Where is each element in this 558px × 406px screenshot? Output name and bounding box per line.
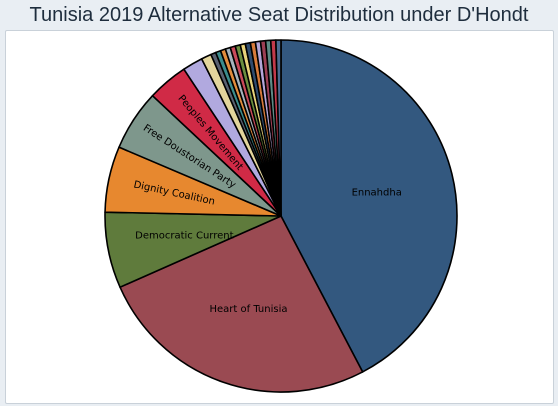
pie-slice-heart-of-tunisia [119, 215, 364, 393]
slice-label-ennahdha: Ennahdha [352, 187, 402, 198]
slice-label-heart-of-tunisia: Heart of Tunisia [210, 304, 288, 315]
pie-slices [104, 39, 458, 393]
plot-area: Ennahdha Heart of Tunisia Democratic Curre… [5, 30, 554, 404]
pie-slice-other-21 [275, 39, 282, 217]
pie-chart: Ennahdha Heart of Tunisia Democratic Curre… [104, 39, 458, 393]
slice-label-democratic-current: Democratic Current [135, 230, 233, 241]
chart-title: Tunisia 2019 Alternative Seat Distributi… [29, 4, 529, 26]
pie-slice-ennahdha [280, 39, 458, 373]
